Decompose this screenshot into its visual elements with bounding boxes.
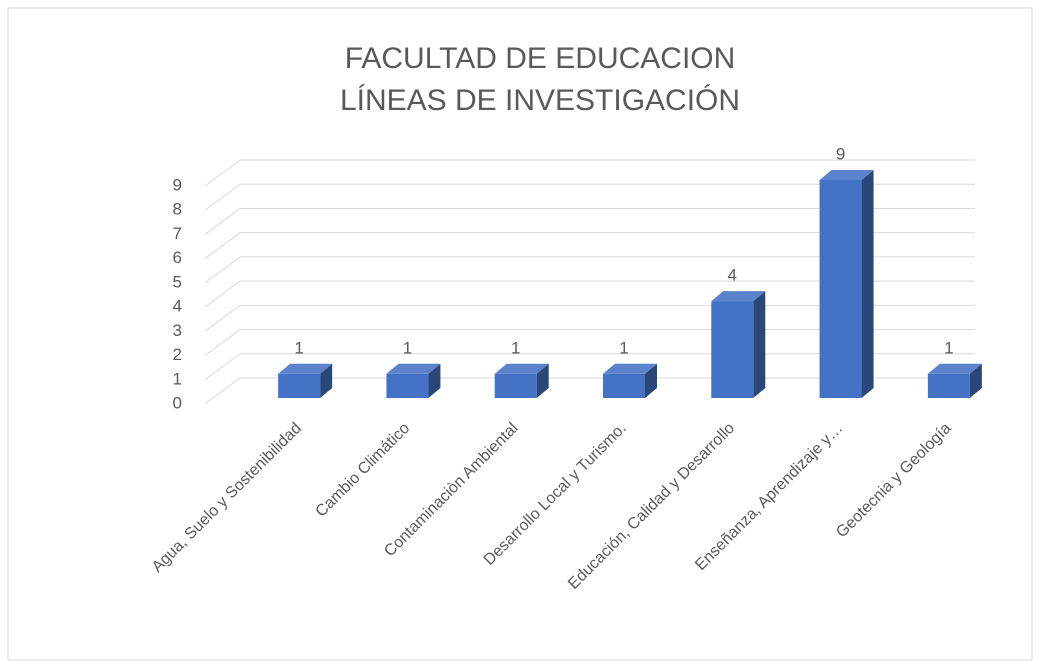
grid-line [204,377,241,405]
data-label: 1 [511,338,520,357]
y-tick-label: 8 [173,200,182,219]
y-tick-label: 2 [173,345,182,364]
bar-side [320,363,333,398]
data-label: 9 [836,144,845,163]
grid-line [204,256,241,284]
bar-front [603,373,645,398]
data-label: 4 [728,266,737,285]
bar-side [753,291,766,398]
grid-line [204,183,241,211]
grid-line [204,280,241,308]
grid-line [204,159,241,187]
bar-top [603,363,657,374]
bar-side [861,170,874,398]
bar [603,363,657,398]
data-label: 1 [403,338,412,357]
bar-top [819,170,874,180]
bar [819,170,874,398]
bar-front [494,373,537,398]
y-tick-label: 9 [173,175,182,194]
bar-side [428,363,441,398]
bar-top [494,363,549,374]
chart-title: LÍNEAS DE INVESTIGACIÓN [340,84,740,117]
bar-front [819,180,862,398]
bar-top [711,291,766,302]
bar-side [969,363,982,398]
bar [927,363,982,398]
data-label: 1 [619,338,628,357]
bar-top [278,363,333,374]
y-tick-label: 3 [173,321,182,340]
grid-line [204,353,241,381]
bar-side [645,363,657,398]
bar-front [711,301,754,398]
data-label: 1 [944,338,953,357]
bar-side [536,363,549,398]
data-label: 1 [294,338,303,357]
bar [386,363,441,398]
bar [494,363,549,398]
bar-top [927,363,982,374]
grid-line [204,304,241,332]
y-tick-label: 6 [173,248,182,267]
bar-front [386,373,429,398]
bar-top [386,363,441,374]
grid-line [204,329,241,356]
y-tick-label: 7 [173,224,182,243]
grid-line [204,232,241,260]
bar-front [278,373,321,398]
y-tick-label: 1 [173,369,182,388]
bar-front [927,373,970,398]
y-tick-label: 5 [173,272,182,291]
y-tick-label: 4 [173,297,182,316]
y-tick-label: 0 [173,393,182,412]
bar [711,291,766,398]
bar [278,363,333,398]
grid-line [204,208,241,235]
chart-title: FACULTAD DE EDUCACION [345,42,736,75]
